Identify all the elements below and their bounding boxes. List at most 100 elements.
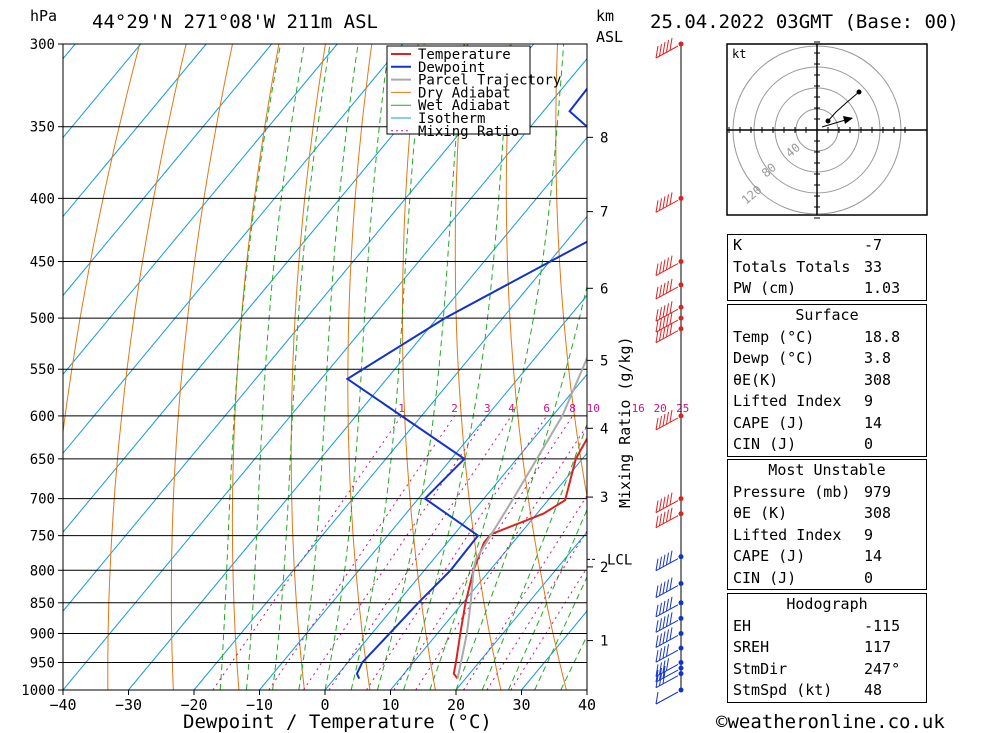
legend-label: Wet Adiabat <box>418 98 511 114</box>
wind-barb <box>655 658 679 677</box>
index-value: 0 <box>864 568 874 587</box>
dry-adiabat-line <box>929 44 1000 690</box>
table-row: EH -115 <box>728 616 926 638</box>
temperature-line <box>452 436 587 680</box>
wind-barb-feather <box>669 312 673 325</box>
wind-barb-feather <box>662 305 666 318</box>
wind-barb-feather <box>666 658 669 671</box>
legend-label: Dewpoint <box>418 60 485 76</box>
wind-barb <box>655 627 679 648</box>
table-row: CIN (J) 0 <box>728 434 926 456</box>
indices-surface-table: Surface Temp (°C) 18.8 Dewp (°C) 3.8 θE(K)… <box>727 304 927 457</box>
pressure-unit-label: hPa <box>30 7 57 25</box>
index-label: CAPE (J) <box>733 413 806 432</box>
table-row: Temp (°C) 18.8 <box>728 327 926 349</box>
wind-barb-feather <box>669 550 673 563</box>
wind-barb-dot <box>678 581 684 587</box>
wind-barb-feather <box>669 301 673 314</box>
wind-barb-feather <box>659 602 662 615</box>
section-title: Hodograph <box>786 595 868 613</box>
y-tick-label: 300 <box>30 37 55 53</box>
wet-adiabat-line <box>507 508 587 690</box>
indices-most-unstable-table: Most Unstable Pressure (mb) 979 θE (K) 308… <box>727 459 927 590</box>
table-row: SREH 117 <box>728 637 926 659</box>
index-label: StmDir <box>733 659 788 678</box>
wet-adiabat-line <box>534 575 587 690</box>
wind-barb-feather <box>662 316 666 329</box>
index-value: 33 <box>864 257 883 276</box>
wind-barb-feather <box>655 286 659 299</box>
index-value: 9 <box>864 392 874 410</box>
dry-adiabat-line <box>402 44 436 690</box>
index-label: EH <box>733 616 752 635</box>
x-tick-label: −20 <box>180 696 207 714</box>
legend-label: Parcel Trajectory <box>418 73 561 89</box>
wind-barb-feather <box>655 650 659 663</box>
wind-barb-dot <box>678 645 684 651</box>
wind-barb-feather <box>669 322 673 335</box>
wind-barb-dot <box>678 41 684 47</box>
wind-barb-feather <box>662 600 666 613</box>
mixing-ratio-line <box>268 415 455 690</box>
y-tick-label: 500 <box>30 311 55 327</box>
wind-barb-feather <box>666 303 669 316</box>
x-tick-label: −30 <box>115 696 142 714</box>
wind-barb-feather <box>655 691 659 705</box>
wind-barb <box>655 644 679 663</box>
index-label: Pressure (mb) <box>733 482 851 501</box>
wind-barb-feather <box>666 629 669 642</box>
table-row: StmDir 247° <box>728 659 926 681</box>
wind-barb-feather <box>666 411 669 424</box>
mixing-ratio-line <box>486 530 587 690</box>
y-tick-label: 400 <box>30 191 55 207</box>
wind-barb-feather <box>655 664 659 677</box>
index-label: CAPE (J) <box>733 547 806 565</box>
temperature-axis: −40 −30 −20 −10 0 10 20 30 40 <box>49 690 596 714</box>
index-value: 3.8 <box>864 349 892 367</box>
wind-barb-feather <box>659 415 662 428</box>
wind-barb-feather <box>655 330 659 343</box>
wind-barb-dot <box>678 326 684 332</box>
legend-label: Mixing Ratio <box>418 124 519 140</box>
wind-barb <box>655 255 679 276</box>
legend-label: Dry Adiabat <box>418 85 511 101</box>
mixing-ratio-label: 20 <box>654 402 667 415</box>
wind-barb-feather <box>659 513 662 526</box>
x-tick-label: −10 <box>246 696 273 714</box>
wind-barb-feather <box>655 620 659 633</box>
index-label: Lifted Index <box>733 525 842 544</box>
table-row: Lifted Index 9 <box>728 391 926 413</box>
datetime-label: 25.04.2022 03GMT (Base: 00) <box>650 11 959 33</box>
y-tick-label: 1000 <box>21 683 55 699</box>
index-value: 979 <box>864 482 892 501</box>
y-tick-label: 600 <box>30 409 55 425</box>
section-title: Surface <box>795 306 859 324</box>
wind-barb-feather <box>666 39 669 53</box>
wind-barb-dot <box>678 195 684 201</box>
wind-barb-feather <box>666 552 669 565</box>
y-tick-label: 350 <box>30 120 55 136</box>
wind-barb-feather <box>662 496 666 509</box>
wind-barb-feather <box>662 646 666 659</box>
hodograph-point <box>825 118 831 124</box>
wet-adiabat-line <box>272 44 331 690</box>
wind-barb-feather <box>669 577 673 590</box>
wind-barb-feather <box>655 200 659 213</box>
wind-barb-feather <box>666 257 669 270</box>
index-label: CIN (J) <box>733 435 797 453</box>
x-tick-label: 30 <box>512 696 530 714</box>
parcel-trajectory-line <box>456 355 587 679</box>
wind-barb-feather <box>659 498 662 511</box>
isotherm-line <box>324 373 587 690</box>
dry-adiabat-line <box>975 44 1000 690</box>
index-label: Lifted Index <box>733 392 842 410</box>
mixing-ratio-line <box>393 415 574 690</box>
wind-barb-feather <box>666 494 669 507</box>
wind-barb-feather <box>669 627 673 640</box>
height-tick-label: 7 <box>600 205 608 221</box>
y-tick-label: 550 <box>30 362 55 378</box>
table-row: CAPE (J) 14 <box>728 413 926 435</box>
wind-barb <box>655 507 679 529</box>
x-tick-label: 10 <box>381 696 399 714</box>
